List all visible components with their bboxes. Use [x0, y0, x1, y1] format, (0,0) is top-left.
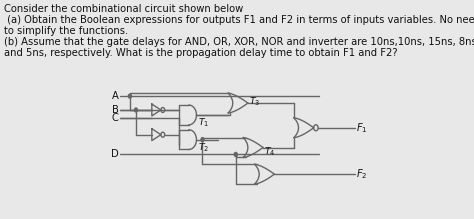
- Text: B: B: [112, 105, 118, 115]
- Text: (a) Obtain the Boolean expressions for outputs F1 and F2 in terms of inputs vari: (a) Obtain the Boolean expressions for o…: [4, 15, 474, 25]
- Text: D: D: [111, 149, 118, 159]
- Text: A: A: [112, 91, 118, 101]
- Text: $T_3$: $T_3$: [248, 95, 260, 108]
- Circle shape: [135, 108, 137, 112]
- Text: Consider the combinational circuit shown below: Consider the combinational circuit shown…: [4, 4, 244, 14]
- Text: C: C: [112, 113, 118, 123]
- Text: $T_4$: $T_4$: [264, 146, 275, 158]
- Text: $F_1$: $F_1$: [356, 121, 367, 135]
- Text: (b) Assume that the gate delays for AND, OR, XOR, NOR and inverter are 10ns,10ns: (b) Assume that the gate delays for AND,…: [4, 37, 474, 47]
- Circle shape: [201, 138, 204, 142]
- Circle shape: [234, 152, 237, 156]
- Text: to simplify the functions.: to simplify the functions.: [4, 26, 128, 36]
- Text: $F_2$: $F_2$: [356, 167, 367, 181]
- Text: $T_1$: $T_1$: [198, 117, 209, 129]
- Text: $T_2$: $T_2$: [198, 142, 209, 154]
- Circle shape: [128, 94, 131, 98]
- Text: and 5ns, respectively. What is the propagation delay time to obtain F1 and F2?: and 5ns, respectively. What is the propa…: [4, 48, 398, 58]
